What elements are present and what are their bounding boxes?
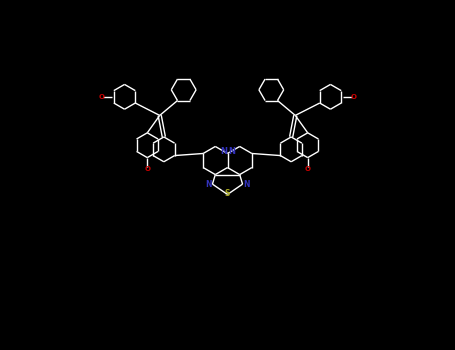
Text: N: N: [220, 147, 227, 156]
Text: O: O: [305, 166, 311, 172]
Text: N: N: [228, 147, 235, 156]
Text: N: N: [206, 180, 212, 189]
Text: S: S: [225, 189, 230, 198]
Text: N: N: [243, 180, 249, 189]
Text: O: O: [144, 166, 150, 172]
Text: O: O: [351, 94, 357, 100]
Text: O: O: [98, 94, 104, 100]
